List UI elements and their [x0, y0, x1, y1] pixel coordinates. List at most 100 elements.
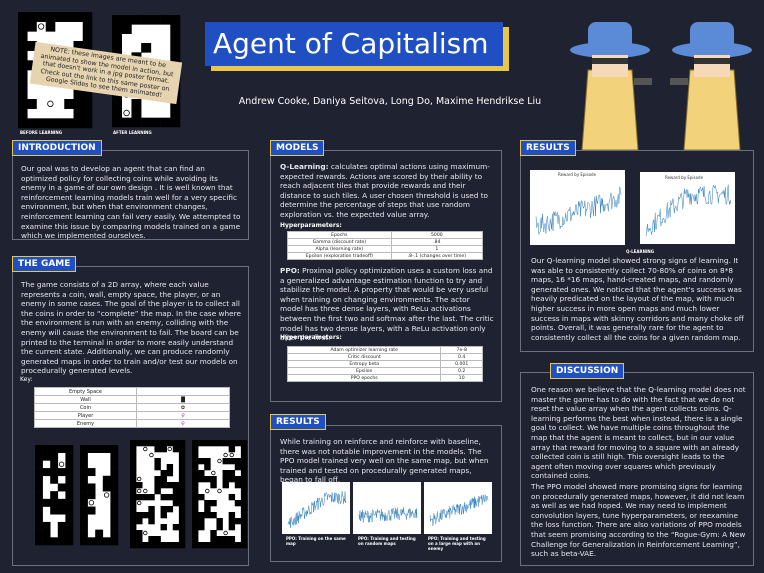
wall — [18, 118, 28, 129]
wall — [80, 514, 88, 523]
wall — [240, 512, 248, 519]
q-name: Q-Learning: — [280, 162, 329, 171]
wall — [210, 500, 217, 507]
wall — [110, 521, 119, 530]
coin — [205, 488, 210, 494]
coin — [217, 458, 222, 464]
wall — [172, 446, 180, 453]
wall — [154, 482, 161, 489]
wall — [18, 31, 28, 42]
wall — [240, 452, 248, 459]
wall — [154, 536, 161, 543]
wall — [172, 494, 180, 501]
wall — [198, 476, 205, 483]
results-text: Our Q-learning model showed strong signs… — [531, 256, 744, 342]
wall — [95, 529, 104, 538]
wall — [240, 458, 248, 465]
wall — [130, 500, 137, 507]
wall — [27, 21, 37, 32]
wall — [87, 445, 96, 453]
wall — [80, 491, 88, 500]
wall — [102, 445, 111, 453]
chart-line — [287, 491, 347, 529]
wall — [192, 458, 199, 465]
wall — [178, 530, 186, 537]
wall — [57, 498, 66, 507]
wall — [240, 476, 248, 483]
wall — [240, 494, 248, 501]
wall — [154, 542, 161, 549]
wall — [178, 464, 186, 471]
caption: Q-LEARNING — [626, 249, 655, 254]
wall — [131, 117, 142, 128]
wall — [102, 537, 111, 546]
wall — [198, 524, 205, 531]
character-part — [690, 22, 734, 50]
wall — [35, 521, 43, 530]
table-cell: 0.001 — [440, 360, 483, 368]
wall — [170, 108, 181, 118]
wall — [154, 476, 161, 483]
wall — [110, 529, 119, 538]
wall — [142, 542, 149, 549]
wall — [216, 440, 223, 447]
wall — [65, 521, 74, 530]
wall — [42, 445, 51, 453]
wall — [65, 506, 74, 515]
wall — [57, 537, 66, 546]
wall — [131, 99, 142, 109]
wall — [148, 518, 155, 525]
wall — [141, 15, 152, 25]
wall — [228, 458, 236, 465]
wall — [50, 452, 59, 461]
wall — [110, 498, 119, 507]
wall — [240, 440, 248, 447]
wall — [65, 483, 74, 492]
key-name: Enemy — [34, 419, 137, 428]
wall — [178, 506, 186, 513]
hyper-label: Hyperparameters: — [280, 222, 342, 229]
wall — [112, 99, 123, 109]
agent-character — [570, 22, 652, 151]
wall — [35, 483, 43, 492]
wall — [222, 440, 229, 447]
wall — [18, 41, 28, 51]
wall — [80, 460, 88, 469]
wall — [35, 491, 43, 500]
wall — [160, 440, 167, 447]
wall — [130, 512, 137, 519]
character-part — [683, 69, 741, 151]
wall — [35, 537, 43, 546]
wall — [192, 494, 199, 501]
wall — [110, 483, 119, 492]
coin — [211, 470, 216, 476]
wall — [95, 445, 104, 453]
wall — [240, 470, 248, 477]
discussion-text: The PPO model showed more promising sign… — [531, 482, 746, 559]
wall — [204, 464, 211, 471]
wall — [130, 446, 137, 453]
wall — [65, 537, 74, 546]
wall — [170, 15, 181, 25]
wall — [73, 89, 84, 100]
wall — [112, 117, 123, 128]
coin — [223, 530, 228, 536]
wall — [154, 488, 161, 495]
wall — [154, 446, 161, 453]
wall — [148, 512, 155, 519]
wall — [142, 512, 149, 519]
wall — [42, 521, 51, 530]
wall — [27, 99, 37, 109]
wall — [42, 468, 51, 477]
wall — [234, 476, 242, 483]
wall — [192, 440, 199, 447]
table-cell: 5000 — [390, 231, 484, 239]
table-cell: Epsilon — [286, 367, 442, 375]
wall — [240, 446, 248, 453]
wall — [198, 542, 205, 549]
game-text: The game consists of a 2D array, where e… — [21, 280, 241, 376]
chart-image — [640, 172, 735, 244]
wall — [80, 452, 88, 461]
wall — [65, 529, 74, 538]
coin — [58, 461, 65, 467]
